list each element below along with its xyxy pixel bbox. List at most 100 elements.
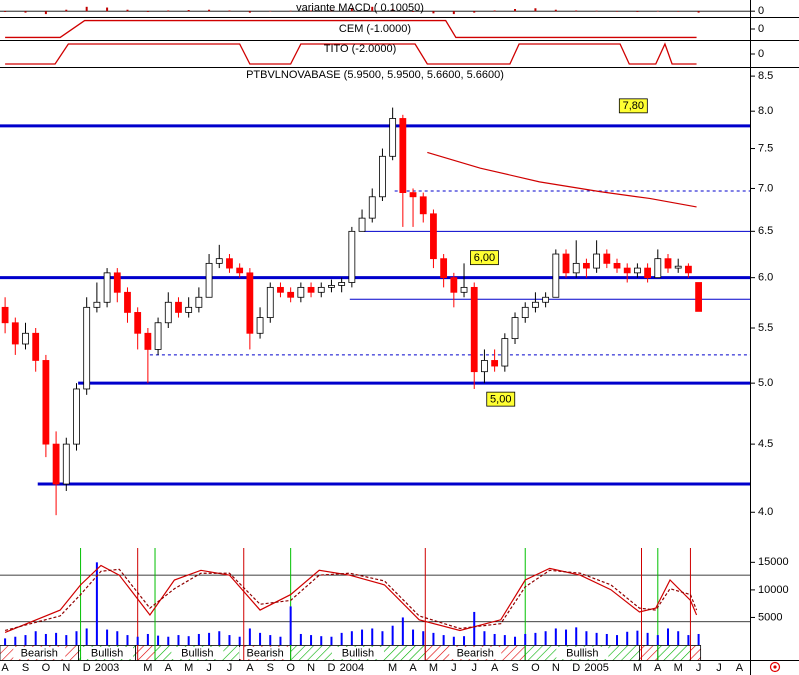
status-icon [769, 661, 781, 673]
bar [514, 9, 517, 12]
y-tick-label: 4.0 [758, 506, 773, 518]
icon-ring [769, 661, 781, 673]
candle-body [460, 286, 468, 293]
bar [412, 629, 415, 645]
bar [575, 627, 578, 645]
bar [116, 631, 119, 645]
y-tick-label: 0 [758, 23, 764, 35]
candle-body [572, 262, 580, 274]
bar [279, 636, 282, 645]
regime-label: Bearish [247, 647, 284, 659]
x-tick-label: J [716, 662, 722, 674]
bar [656, 10, 659, 12]
bar [330, 9, 333, 12]
indicator-line [5, 19, 697, 39]
regime [639, 645, 659, 661]
bar [228, 10, 231, 12]
bar [289, 606, 292, 645]
y-tick-label: 4.5 [758, 438, 773, 450]
y-tick-label: 8.5 [758, 70, 773, 82]
bar [269, 635, 272, 645]
bar [146, 633, 149, 645]
x-tick-label: S [22, 662, 29, 674]
bar [208, 9, 211, 12]
regime-label: Bullish [91, 647, 123, 659]
candle-body [205, 262, 213, 298]
bar [167, 636, 170, 645]
bar [259, 632, 262, 645]
bar [208, 632, 211, 645]
candle-body [1, 306, 9, 324]
bar [320, 636, 323, 645]
x-tick-label: D [83, 662, 91, 674]
bar [167, 10, 170, 12]
candle-body [246, 272, 254, 334]
panel-title: TITO (-2.0000) [324, 43, 397, 55]
x-tick-label: A [1, 662, 9, 674]
bar [106, 629, 109, 645]
x-tick-label: A [491, 662, 499, 674]
candle-body [73, 388, 80, 445]
regime-label: Bullish [181, 647, 213, 659]
regime-label: Bullish [566, 647, 598, 659]
x-tick-label: S [511, 662, 518, 674]
bar [361, 629, 364, 645]
bar [554, 9, 557, 12]
bar [452, 11, 455, 15]
bar [248, 628, 251, 645]
candle-body [593, 253, 601, 269]
bar [442, 635, 445, 645]
candle-body [409, 192, 417, 198]
bar [24, 11, 27, 13]
bar [616, 635, 619, 645]
bar [636, 11, 639, 12]
candle-body [623, 267, 631, 274]
series-line [427, 151, 697, 208]
x-tick-label: M [429, 662, 438, 674]
candle-body [103, 272, 111, 303]
bar [340, 632, 343, 645]
candle-body [511, 317, 519, 340]
bar [554, 628, 557, 645]
regime-label-bg [171, 647, 224, 659]
bar [65, 635, 68, 645]
bar [55, 632, 58, 645]
candle-body [419, 196, 427, 215]
candle-body [266, 286, 274, 318]
candle-body [450, 277, 458, 293]
bar [14, 636, 17, 645]
regime [690, 645, 702, 661]
x-tick-label: 2004 [340, 662, 364, 674]
bar [310, 10, 313, 12]
y-tick-label: 5000 [758, 611, 782, 623]
bar [605, 633, 608, 645]
panel-title: CEM (-1.0000) [339, 23, 411, 35]
y-tick-label: 7.0 [758, 182, 773, 194]
candle-body [613, 262, 621, 269]
x-tick-label: J [451, 662, 457, 674]
annotation-label: 7,80 [623, 100, 644, 112]
bar [524, 633, 527, 645]
candle-body [634, 267, 641, 274]
bar [106, 7, 109, 12]
bar [677, 631, 680, 645]
x-tick-label: A [165, 662, 173, 674]
candle-body [399, 118, 407, 194]
regime-label-bg [81, 647, 134, 659]
candle-body [164, 301, 172, 324]
bar [371, 6, 374, 12]
x-tick-label: M [674, 662, 683, 674]
regime-label-bg [331, 647, 384, 659]
bar [493, 10, 496, 12]
candle-body [124, 291, 131, 313]
x-tick-label: N [307, 662, 315, 674]
regime-label: Bearish [457, 647, 494, 659]
y-tick-label: 10000 [758, 584, 789, 596]
candle-body [277, 286, 284, 293]
bar [85, 628, 88, 645]
x-tick-label: J [227, 662, 233, 674]
candle-body [430, 213, 437, 260]
x-tick-label: M [388, 662, 397, 674]
candle-body [93, 301, 101, 308]
